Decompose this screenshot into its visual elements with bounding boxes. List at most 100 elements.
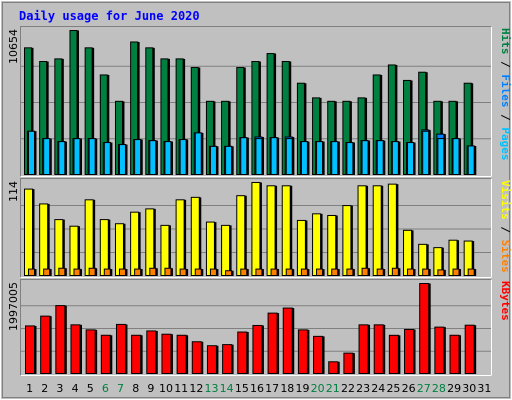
day-label: 22	[341, 382, 355, 395]
bar-sites	[346, 268, 354, 277]
bar-pages	[88, 138, 96, 176]
chart-title: Daily usage for June 2020	[19, 9, 200, 23]
bar-visits	[251, 182, 261, 276]
side-legend-item: Hits	[499, 28, 512, 55]
bar-kbytes	[237, 331, 248, 374]
bar-pages	[43, 138, 51, 176]
bar-sites	[467, 268, 475, 277]
bar-kbytes	[343, 352, 354, 375]
day-label: 2	[41, 382, 48, 395]
bar-kbytes	[191, 341, 202, 375]
bar-sites	[58, 267, 66, 277]
day-label: 15	[235, 382, 249, 395]
bar-kbytes	[282, 307, 293, 375]
y-max-label-hits: 10654	[7, 29, 20, 64]
bar-sites	[437, 269, 445, 276]
day-label: 9	[147, 382, 154, 395]
bar-visits	[387, 183, 397, 276]
bar-kbytes	[297, 329, 308, 375]
day-label: 7	[117, 382, 124, 395]
day-label: 10	[159, 382, 173, 395]
side-legend-item: Visits	[499, 180, 512, 220]
day-label: 6	[102, 382, 109, 395]
bar-visits	[84, 199, 94, 277]
bar-sites	[376, 268, 384, 277]
side-legend-item: /	[499, 108, 512, 128]
bar-sites	[270, 268, 278, 277]
bar-pages	[316, 141, 324, 175]
bar-pages	[28, 130, 35, 176]
bar-visits	[327, 214, 337, 276]
bar-pages	[194, 132, 202, 175]
bar-pages	[331, 141, 339, 175]
bar-pages	[209, 145, 217, 175]
bar-kbytes	[25, 325, 35, 374]
bar-sites	[194, 268, 202, 277]
bar-pages	[376, 140, 384, 176]
day-label: 30	[462, 382, 476, 395]
bar-pages	[361, 140, 369, 176]
day-label: 19	[295, 382, 309, 395]
bar-kbytes	[40, 315, 51, 374]
bar-kbytes	[328, 361, 339, 375]
bar-sites	[300, 268, 308, 277]
side-legend-item: KBytes	[499, 281, 512, 321]
bar-visits	[24, 188, 33, 277]
bar-sites	[149, 267, 157, 277]
day-label: 5	[87, 382, 94, 395]
bar-sites	[88, 267, 96, 277]
bar-kbytes	[161, 333, 172, 375]
day-label: 27	[417, 382, 431, 395]
bar-kbytes	[115, 323, 126, 374]
bar-pages	[164, 141, 172, 175]
bar-sites	[240, 268, 248, 277]
bar-sites	[179, 268, 187, 277]
bar-pages	[225, 145, 233, 175]
bar-pages	[437, 138, 445, 176]
bar-sites	[316, 268, 324, 277]
bar-pages	[285, 138, 293, 176]
side-legend-item: /	[499, 55, 512, 75]
chart-panels: 10654 Hits / Files / Pages 114 Visits / Sit…	[7, 26, 512, 376]
bar-sites	[422, 268, 430, 277]
side-legend-item: Pages	[499, 127, 512, 160]
day-label: 13	[205, 382, 219, 395]
bar-kbytes	[85, 329, 96, 375]
bar-pages	[407, 142, 415, 175]
bar-visits	[175, 199, 185, 277]
day-label: 26	[402, 382, 416, 395]
bar-kbytes	[373, 324, 384, 375]
bar-pages	[58, 141, 66, 175]
bar-visits	[281, 185, 291, 276]
bar-pages	[300, 141, 308, 175]
bar-sites	[118, 268, 126, 277]
panel-hits: 10654 Hits / Files / Pages	[7, 26, 512, 177]
bar-sites	[73, 268, 81, 277]
bar-visits	[312, 213, 322, 276]
bar-pages	[452, 138, 460, 176]
day-label: 17	[265, 382, 279, 395]
day-label: 8	[132, 382, 139, 395]
bar-visits	[205, 221, 215, 276]
side-legend-item: Files	[499, 74, 512, 107]
day-label: 28	[432, 382, 446, 395]
bar-pages	[149, 140, 157, 176]
bar-kbytes	[55, 305, 66, 375]
bar-kbytes	[388, 334, 399, 374]
day-label: 12	[189, 382, 203, 395]
day-label: 18	[280, 382, 294, 395]
bar-sites	[225, 270, 233, 276]
bar-kbytes	[176, 334, 187, 374]
day-label: 25	[386, 382, 400, 395]
day-label: 14	[220, 382, 234, 395]
bar-pages	[73, 138, 81, 176]
bar-visits	[266, 185, 276, 276]
bar-sites	[28, 268, 35, 277]
x-axis-day-labels: 1 2 3 4 5 6 7 8 9 10 11 12 13 14 15 16 17 18 19 20 21 22 23 24 2…	[26, 382, 491, 395]
bar-kbytes	[222, 344, 233, 375]
bar-pages	[422, 130, 430, 176]
bar-kbytes	[100, 334, 111, 374]
side-legend-hits: Hits / Files / Pages	[499, 28, 512, 161]
day-label: 31	[477, 382, 491, 395]
